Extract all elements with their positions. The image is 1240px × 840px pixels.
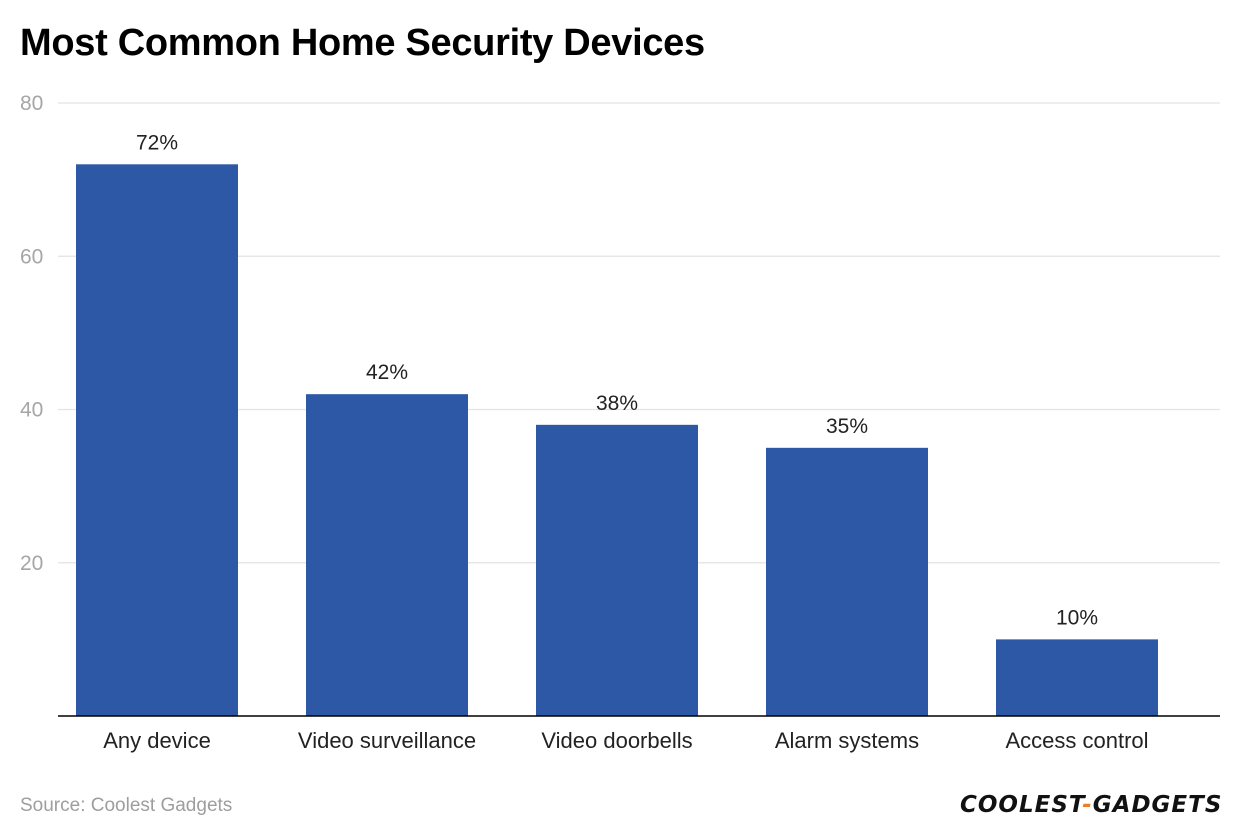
bars xyxy=(76,164,1158,717)
data-label: 10% xyxy=(1056,606,1098,629)
y-axis-ticks: 20 40 60 80 xyxy=(20,92,43,575)
bar xyxy=(76,164,238,717)
x-axis-ticks: Any device Video surveillance Video doorbe… xyxy=(103,728,1148,753)
data-label: 42% xyxy=(366,361,408,384)
bar xyxy=(536,424,698,716)
brand-logo-right: GADGETS xyxy=(1092,792,1223,818)
y-tick-label: 60 xyxy=(20,245,43,268)
bar xyxy=(996,639,1158,716)
data-labels: 72% 42% 38% 35% 10% xyxy=(136,131,1098,629)
y-tick-label: 40 xyxy=(20,399,43,422)
bar xyxy=(306,394,468,716)
brand-logo: COOLEST-GADGETS xyxy=(960,792,1222,818)
gridlines xyxy=(58,102,1220,564)
y-tick-label: 80 xyxy=(20,92,43,115)
source-note: Source: Coolest Gadgets xyxy=(20,795,233,816)
x-tick-label: Any device xyxy=(103,728,211,753)
data-label: 35% xyxy=(826,415,868,438)
chart-title: Most Common Home Security Devices xyxy=(20,22,705,64)
x-tick-label: Video doorbells xyxy=(541,728,692,753)
data-label: 72% xyxy=(136,131,178,154)
x-tick-label: Video surveillance xyxy=(298,728,476,753)
x-tick-label: Access control xyxy=(1005,728,1148,753)
x-tick-label: Alarm systems xyxy=(775,728,919,753)
brand-logo-dash: - xyxy=(1082,792,1093,818)
bar-chart: 20 40 60 80 72% 42% 38% 35% 10% Any device Video… xyxy=(20,92,1220,753)
y-tick-label: 20 xyxy=(20,552,43,575)
brand-logo-left: COOLEST xyxy=(960,792,1083,818)
bar xyxy=(766,447,928,716)
data-label: 38% xyxy=(596,392,638,415)
